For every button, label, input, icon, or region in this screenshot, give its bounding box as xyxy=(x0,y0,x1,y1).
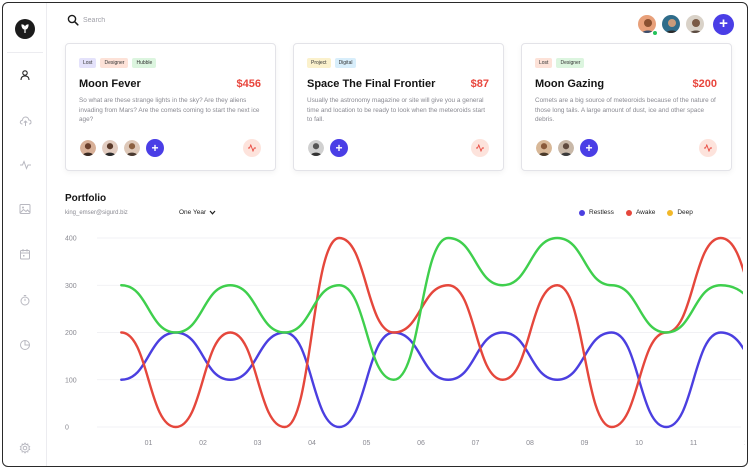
x-tick-label: 08 xyxy=(526,440,534,447)
portfolio-title: Portfolio xyxy=(65,193,107,204)
activity-icon xyxy=(704,144,712,152)
y-tick-label: 300 xyxy=(65,283,77,290)
card-title: Moon Fever xyxy=(79,78,141,90)
member-avatar[interactable] xyxy=(79,139,97,157)
member-avatar[interactable] xyxy=(307,139,325,157)
project-card[interactable]: Lost Designer Hubble Moon Fever $456 So … xyxy=(65,43,276,171)
search-input[interactable] xyxy=(83,12,283,28)
card-description: Comets are a big source of meteoroids be… xyxy=(535,97,716,123)
add-member-button[interactable]: + xyxy=(580,139,598,157)
add-member-button[interactable]: + xyxy=(330,139,348,157)
project-card[interactable]: Project Digital Space The Final Frontier… xyxy=(293,43,504,171)
logo[interactable] xyxy=(15,19,35,39)
x-tick-label: 06 xyxy=(417,440,425,447)
chart-legend: Restless Awake Deep xyxy=(579,209,693,216)
tag[interactable]: Project xyxy=(307,58,331,68)
card-tags: Lost Designer xyxy=(535,58,585,68)
legend-dot xyxy=(579,209,585,216)
card-description: So what are these strange lights in the … xyxy=(79,97,260,123)
tag[interactable]: Lost xyxy=(535,58,553,68)
activity-icon xyxy=(248,144,256,152)
member-avatar[interactable] xyxy=(123,139,141,157)
legend-label: Deep xyxy=(677,209,693,216)
x-tick-label: 05 xyxy=(363,440,371,447)
x-tick-label: 12 xyxy=(744,440,745,447)
x-tick-label: 03 xyxy=(254,440,262,447)
legend-dot xyxy=(667,209,674,216)
legend-item-restless[interactable]: Restless xyxy=(579,209,614,216)
member-avatar[interactable] xyxy=(101,139,119,157)
portfolio-line-chart: 0 100 200 300 400 01 02 03 04 05 06 07 08 09 10 11 12 xyxy=(65,236,745,448)
project-card[interactable]: Lost Designer Moon Gazing $200 Comets ar… xyxy=(521,43,732,171)
cloud-upload-icon[interactable] xyxy=(17,113,33,129)
leaf-icon xyxy=(21,24,29,33)
y-tick-label: 100 xyxy=(65,377,77,384)
x-tick-label: 11 xyxy=(690,440,697,447)
series-line-awake[interactable] xyxy=(120,236,745,429)
settings-icon[interactable] xyxy=(17,440,33,456)
y-tick-label: 400 xyxy=(65,236,77,243)
pie-chart-icon[interactable] xyxy=(17,337,33,353)
sidebar xyxy=(3,3,47,466)
tag[interactable]: Lost xyxy=(79,58,97,68)
user-icon[interactable] xyxy=(17,67,33,83)
legend-item-awake[interactable]: Awake xyxy=(625,209,656,216)
activity-button[interactable] xyxy=(471,139,489,157)
card-title: Moon Gazing xyxy=(535,78,605,90)
tag[interactable]: Designer xyxy=(556,58,585,68)
tag[interactable]: Designer xyxy=(100,58,129,68)
card-price: $200 xyxy=(692,78,717,90)
chevron-down-icon xyxy=(209,210,216,215)
range-select[interactable]: One Year xyxy=(179,209,216,216)
member-avatar[interactable] xyxy=(557,139,575,157)
legend-label: Awake xyxy=(635,209,656,216)
user-avatar-3[interactable] xyxy=(685,14,705,34)
activity-icon[interactable] xyxy=(17,157,33,173)
x-tick-label: 04 xyxy=(308,440,316,447)
image-icon[interactable] xyxy=(17,201,33,217)
tag[interactable]: Hubble xyxy=(132,58,157,68)
series-line-restless[interactable] xyxy=(120,331,745,429)
card-tags: Project Digital xyxy=(307,58,357,68)
x-tick-label: 07 xyxy=(472,440,480,447)
user-avatar-1[interactable] xyxy=(637,14,657,34)
member-avatar[interactable] xyxy=(535,139,553,157)
legend-dot xyxy=(625,209,632,216)
search-icon xyxy=(67,14,79,26)
legend-item-deep[interactable]: Deep xyxy=(667,209,693,216)
range-select-value: One Year xyxy=(179,209,207,216)
series-line-green[interactable] xyxy=(120,236,745,381)
activity-icon xyxy=(476,144,484,152)
y-tick-label: 200 xyxy=(65,330,77,337)
card-price: $456 xyxy=(236,78,261,90)
card-title: Space The Final Frontier xyxy=(307,78,436,90)
x-tick-label: 01 xyxy=(145,440,153,447)
card-description: Usually the astronomy magazine or site w… xyxy=(307,97,485,123)
activity-button[interactable] xyxy=(699,139,717,157)
top-bar: + xyxy=(47,3,747,41)
y-tick-label: 0 xyxy=(65,425,69,432)
x-tick-label: 02 xyxy=(199,440,207,447)
portfolio-user-email: king_emser@sigurd.biz xyxy=(65,210,128,216)
card-price: $87 xyxy=(470,78,489,90)
online-status-indicator xyxy=(652,30,658,36)
calendar-icon[interactable] xyxy=(17,246,33,262)
x-tick-label: 10 xyxy=(635,440,643,447)
user-avatar-2[interactable] xyxy=(661,14,681,34)
activity-button[interactable] xyxy=(243,139,261,157)
tag[interactable]: Digital xyxy=(334,58,357,68)
add-button[interactable]: + xyxy=(713,14,734,35)
timer-icon[interactable] xyxy=(17,292,33,308)
legend-label: Restless xyxy=(589,209,614,216)
card-tags: Lost Designer Hubble xyxy=(79,58,157,68)
add-member-button[interactable]: + xyxy=(146,139,164,157)
x-tick-label: 09 xyxy=(581,440,589,447)
sidebar-divider xyxy=(7,52,43,53)
